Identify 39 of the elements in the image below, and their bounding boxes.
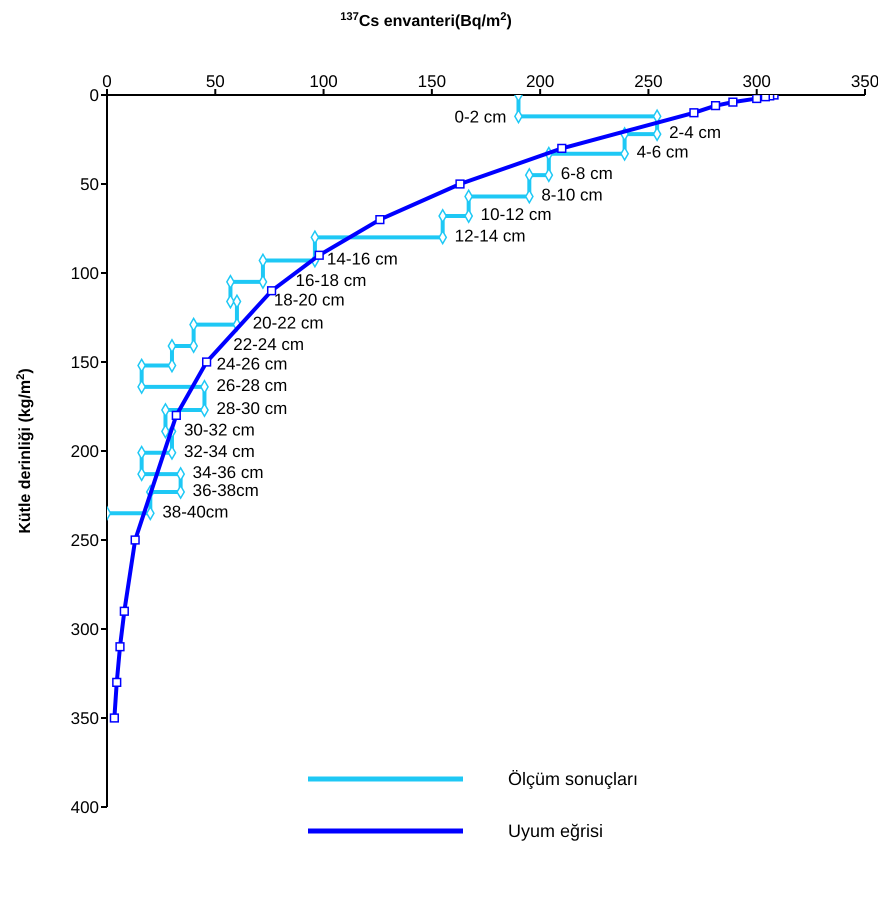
annotation: 30-32 cm	[184, 420, 255, 440]
annotation: 26-28 cm	[216, 376, 288, 395]
annotation: 28-30 cm	[216, 399, 288, 418]
y-tick-label: 50	[80, 175, 99, 194]
annotation: 12-14 cm	[454, 226, 526, 246]
annotation: 10-12 cm	[480, 205, 552, 224]
text: Uyum eğrisi	[508, 820, 604, 842]
annotation: 20-22 cm	[252, 314, 324, 333]
annotation: 38-40cm	[162, 502, 228, 522]
x-tick-label: 100	[309, 72, 338, 91]
annotation: 34-36 cm	[192, 463, 264, 482]
x-tick-label: 250	[634, 72, 663, 91]
y-tick-label: 350	[70, 709, 99, 728]
annotation: 22-24 cm	[233, 334, 304, 354]
y-tick-label: 400	[70, 798, 99, 818]
annotation: 0-2 cm	[454, 107, 506, 126]
annotation: 4-6 cm	[636, 142, 689, 162]
annotation: 16-18 cm	[296, 270, 366, 290]
x-tick-label: 200	[526, 72, 554, 91]
x-tick-label: 300	[742, 72, 771, 91]
annotation: 8-10 cm	[541, 185, 603, 204]
annotation: 2-4 cm	[669, 123, 722, 142]
y-tick-label: 300	[70, 620, 99, 640]
annotation: 14-16 cm	[326, 250, 398, 269]
annotation: 32-34 cm	[184, 442, 255, 461]
y-tick-label: 0	[90, 86, 99, 106]
annotation: 6-8 cm	[560, 164, 613, 184]
annotation: 36-38cm	[192, 480, 259, 500]
x-axis-title: $^{137}$Cs envanteri(Bq/m$^{2}$)	[340, 11, 512, 30]
annotation: 24-26 cm	[216, 354, 288, 374]
x-tick-label: 150	[418, 72, 446, 91]
y-tick-label: 250	[70, 531, 99, 550]
y-tick-label: 150	[70, 353, 99, 372]
y-tick-label: 200	[70, 442, 99, 462]
y-tick-label: 100	[70, 264, 99, 284]
x-tick-label: 0	[102, 72, 112, 91]
text: Ölçüm sonuçları	[508, 768, 638, 790]
annotation: 18-20 cm	[274, 290, 345, 310]
x-tick-label: 50	[206, 72, 225, 91]
